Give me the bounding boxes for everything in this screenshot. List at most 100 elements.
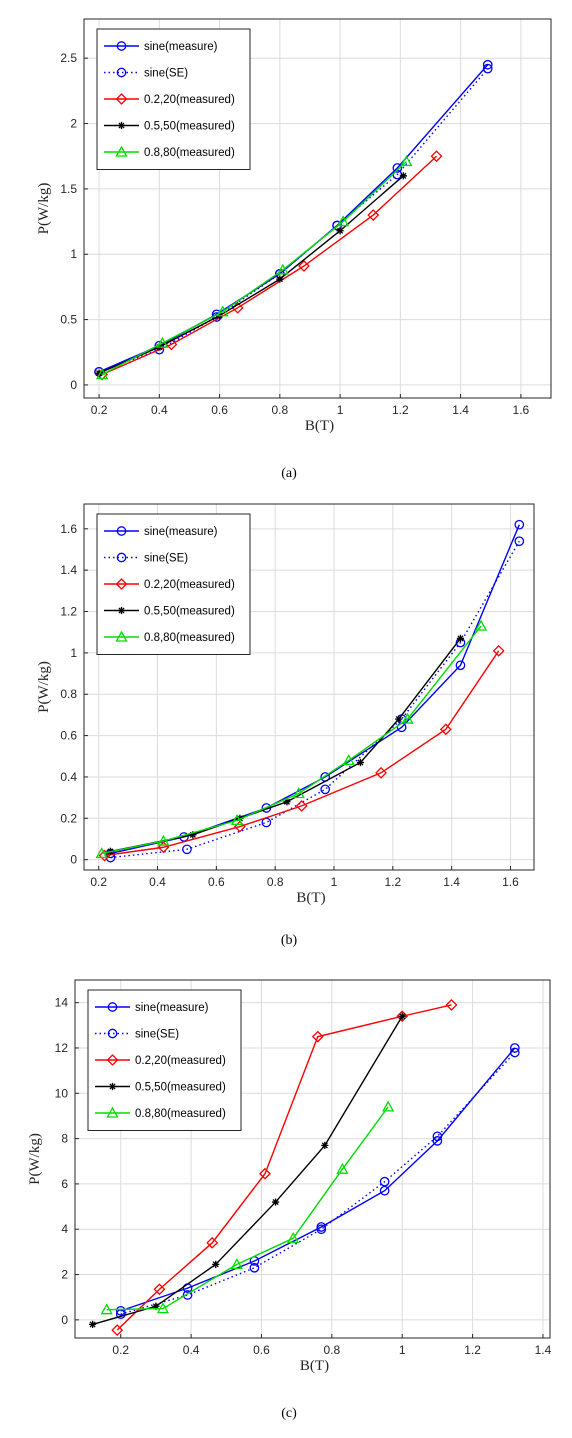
data-point: [249, 1262, 260, 1273]
x-tick-label: 0.6: [208, 875, 225, 889]
x-tick-label: 1.6: [502, 875, 519, 889]
series-3: [106, 634, 465, 855]
legend-marker: [107, 1028, 118, 1039]
y-tick-label: 0.6: [60, 729, 77, 743]
x-tick-label: 1: [331, 875, 338, 889]
x-axis-label: B(T): [300, 1358, 329, 1374]
data-point: [509, 1043, 520, 1053]
data-point: [492, 644, 505, 657]
legend-label: 0.5,50(measured): [144, 121, 235, 133]
data-point: [321, 1141, 329, 1150]
data-point: [276, 275, 284, 283]
data-point: [156, 336, 169, 348]
data-point: [336, 1162, 349, 1174]
y-tick-label: 0.8: [60, 687, 77, 701]
x-axis-label: B(T): [305, 418, 334, 434]
data-point: [320, 784, 331, 795]
y-tick-label: 14: [55, 996, 69, 1010]
legend-label: 0.8,80(measured): [135, 1108, 226, 1120]
legend-label: 0.8,80(measured): [144, 147, 235, 159]
data-point: [212, 1260, 220, 1268]
data-point: [396, 1010, 409, 1023]
x-tick-label: 0.8: [324, 1343, 341, 1357]
data-point: [432, 1136, 443, 1146]
x-tick-label: 0.4: [151, 403, 168, 417]
x-axis-label: B(T): [296, 890, 325, 906]
x-tick-label: 0.4: [183, 1343, 200, 1357]
x-tick-label: 0.4: [149, 875, 166, 889]
data-point: [259, 1167, 271, 1180]
x-tick-label: 1.6: [513, 403, 530, 417]
data-point: [379, 1185, 390, 1196]
y-tick-label: 1.2: [60, 605, 77, 619]
series-line: [101, 160, 407, 376]
series-4: [95, 155, 413, 380]
legend-marker: [117, 121, 126, 130]
legend-marker: [116, 41, 127, 51]
legend-marker: [106, 1106, 119, 1118]
data-point: [367, 209, 380, 221]
series-line: [98, 175, 404, 374]
figure-caption: (a): [281, 466, 297, 481]
y-tick-label: 0: [70, 378, 77, 392]
series-line: [110, 540, 520, 859]
data-point: [156, 1302, 170, 1314]
data-point: [455, 660, 466, 671]
series-line: [106, 1106, 389, 1311]
figure-caption: (b): [281, 933, 298, 948]
legend-label: 0.2,20(measured): [135, 1055, 226, 1067]
x-tick-label: 0.6: [211, 403, 228, 417]
data-point: [298, 260, 310, 272]
x-tick-label: 0.8: [267, 875, 284, 889]
data-point: [276, 263, 289, 275]
x-tick-label: 1.4: [535, 1343, 552, 1357]
legend-label: 0.8,80(measured): [144, 632, 235, 644]
y-tick-label: 1.6: [60, 522, 77, 536]
y-tick-label: 1.5: [60, 182, 77, 196]
data-point: [152, 1302, 160, 1310]
data-point: [189, 831, 197, 839]
data-point: [111, 1324, 124, 1336]
chart-panel-a: 0.2 0.4 0.6 0.8 1 1.2 1.4 1.6 0 0.5 1 1.5 2 2.5 sine(m…: [36, 18, 552, 481]
data-point: [100, 1303, 113, 1315]
data-point: [474, 619, 488, 631]
legend-label: sine(measure): [144, 526, 218, 538]
data-point: [401, 712, 414, 724]
series-4: [100, 1100, 395, 1315]
x-tick-label: 1.2: [392, 403, 409, 417]
data-point: [95, 369, 103, 377]
series-line: [104, 650, 500, 857]
series-line: [101, 625, 482, 855]
data-point: [236, 814, 244, 822]
legend-label: sine(SE): [135, 1029, 179, 1041]
data-point: [206, 1236, 219, 1249]
legend-marker: [115, 630, 128, 642]
data-point: [382, 1100, 395, 1112]
x-tick-label: 0.2: [91, 403, 108, 417]
legend-marker: [115, 145, 128, 157]
legend-label: 0.5,50(measured): [135, 1082, 226, 1094]
data-point: [88, 1320, 97, 1329]
series-4: [95, 619, 488, 859]
data-point: [514, 519, 525, 530]
series-1: [115, 1047, 520, 1320]
data-point: [456, 634, 465, 643]
data-point: [356, 758, 365, 767]
data-point: [432, 1131, 443, 1142]
legend-marker: [115, 578, 128, 590]
legend-marker: [116, 67, 127, 78]
x-tick-label: 0.2: [90, 875, 107, 889]
data-point: [439, 723, 452, 736]
legend-label: 0.2,20(measured): [144, 94, 235, 106]
data-point: [316, 1224, 327, 1235]
legend: sine(measure) sine(SE) 0.2,20(measured) 0.5…: [87, 989, 242, 1131]
legend-label: 0.5,50(measured): [144, 606, 235, 618]
x-tick-label: 1: [399, 1343, 406, 1357]
y-tick-label: 0: [70, 853, 77, 867]
x-tick-label: 0.2: [112, 1343, 129, 1357]
legend-marker: [117, 606, 126, 615]
data-point: [430, 150, 443, 163]
figure-caption: (c): [281, 1406, 297, 1421]
legend-label: sine(SE): [144, 68, 188, 80]
data-point: [295, 799, 308, 812]
